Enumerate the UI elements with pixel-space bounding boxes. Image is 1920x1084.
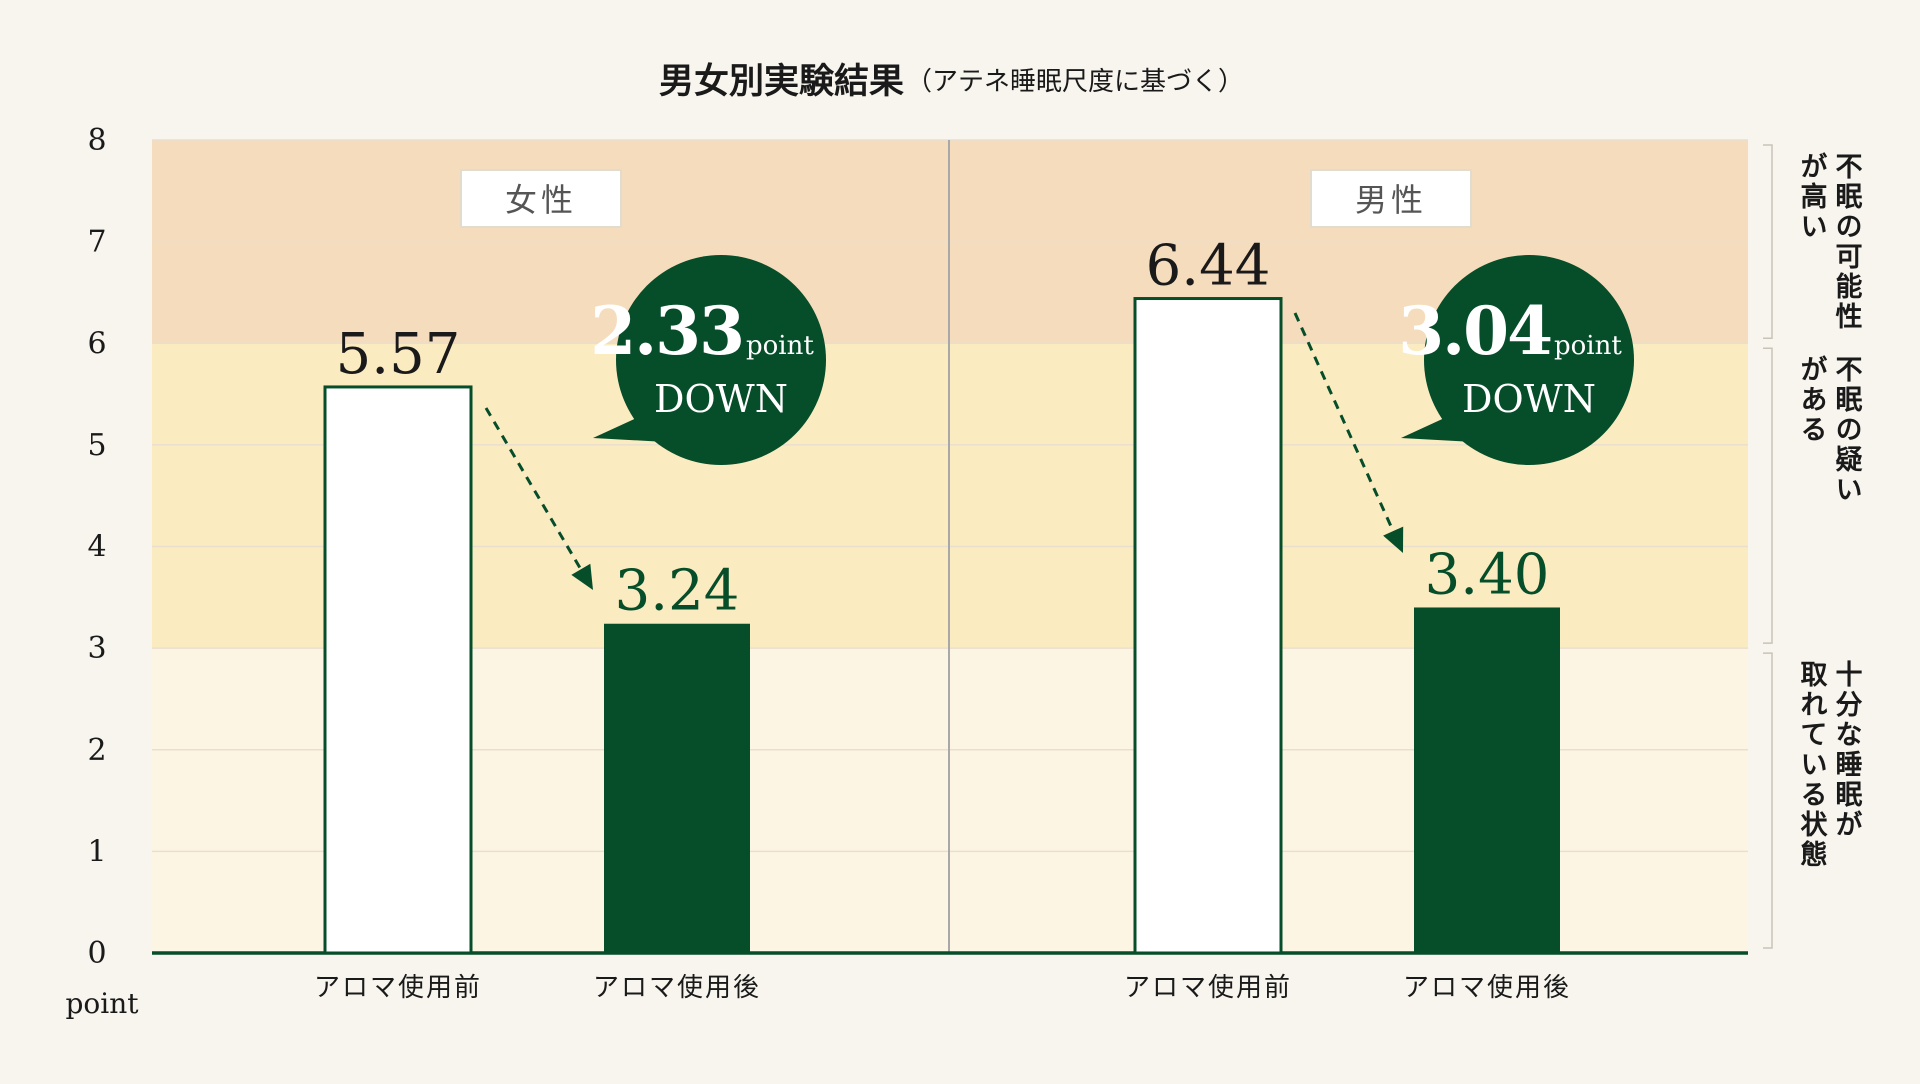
group-label: 男性: [1355, 181, 1427, 219]
band-label: 十分な睡眠が: [1831, 660, 1863, 840]
y-tick-label: 7: [87, 225, 106, 260]
y-tick-label: 3: [87, 631, 106, 666]
y-tick-label: 8: [87, 123, 106, 158]
bar-value-label: 6.44: [1146, 234, 1271, 299]
bar-before: [1133, 297, 1283, 955]
group-label: 女性: [505, 181, 577, 219]
change-direction: DOWN: [1462, 377, 1596, 421]
band-bracket: [1763, 144, 1773, 339]
bar-value-label: 3.24: [615, 559, 740, 624]
change-direction: DOWN: [654, 377, 788, 421]
band-bracket: [1763, 347, 1773, 644]
change-badge: [1424, 255, 1634, 465]
y-tick-label: 4: [87, 530, 106, 565]
marks-layer: [323, 144, 1773, 955]
x-tick-label: アロマ使用前: [314, 973, 482, 1003]
chart-title: 男女別実験結果: [659, 61, 904, 102]
band-label: 不眠の可能性: [1831, 152, 1863, 332]
y-tick-label: 6: [87, 326, 106, 361]
change-unit: point: [1554, 331, 1622, 361]
change-badge: [616, 255, 826, 465]
x-tick-label: アロマ使用後: [593, 973, 761, 1003]
bar-before: [323, 385, 473, 955]
band-label: 取れている状態: [1796, 660, 1828, 870]
band-label: が高い: [1796, 152, 1827, 242]
y-tick-label: 5: [87, 428, 106, 463]
group-label-box: [1310, 169, 1472, 228]
y-tick-label: 2: [87, 733, 106, 768]
group-label-box: [460, 169, 622, 228]
change-value: 3.04: [1398, 292, 1551, 370]
bar-value-label: 3.40: [1425, 542, 1550, 607]
y-axis-unit-label: point: [65, 987, 139, 1020]
change-arrow-line: [1293, 312, 1395, 532]
band-label: 不眠の疑い: [1831, 355, 1863, 505]
change-unit: point: [746, 331, 814, 361]
band-label: がある: [1796, 355, 1827, 445]
bar-value-label: 5.57: [336, 322, 461, 387]
y-tick-label: 0: [87, 936, 106, 971]
x-tick-label: アロマ使用後: [1403, 973, 1571, 1003]
x-tick-label: アロマ使用前: [1124, 973, 1292, 1003]
y-tick-label: 1: [87, 834, 106, 869]
bar-after: [1414, 607, 1560, 953]
bar-after: [604, 623, 750, 953]
band-bracket: [1763, 652, 1773, 949]
text-layer: 男女別実験結果 （アテネ睡眠尺度に基づく） 0 1 2 3 4 5 6 7 8 point 女性 5.57…: [65, 61, 1862, 1020]
change-arrow-head: [571, 563, 593, 590]
change-value: 2.33: [590, 292, 743, 370]
chart-subtitle: （アテネ睡眠尺度に基づく）: [906, 67, 1244, 97]
change-arrow-head: [1383, 526, 1404, 553]
